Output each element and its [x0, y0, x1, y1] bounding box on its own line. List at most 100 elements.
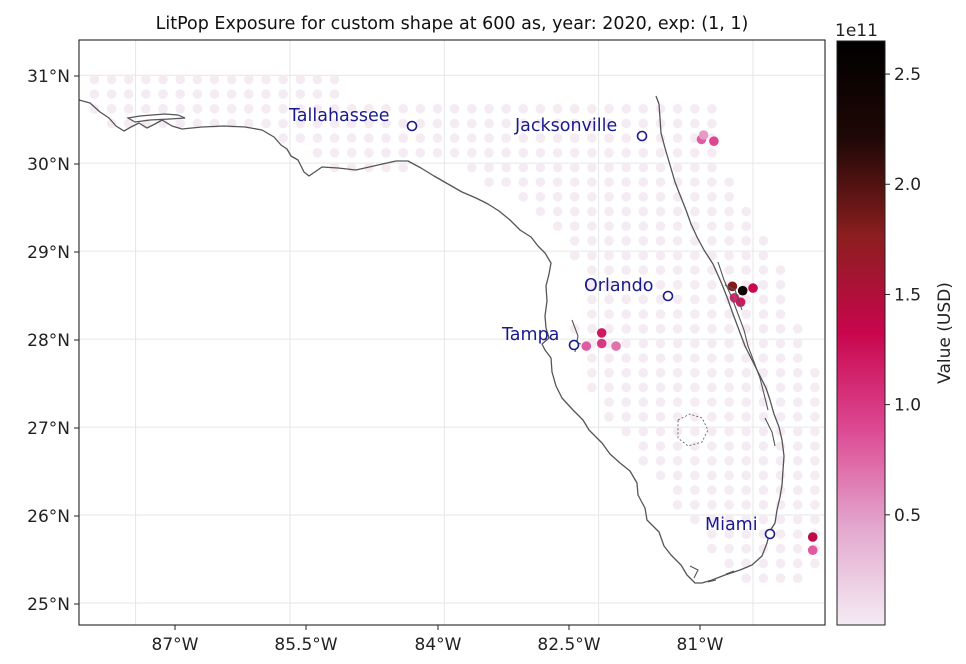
exposure-point-399: [123, 118, 134, 129]
exposure-point-466: [638, 104, 649, 114]
exposure-point-81: [655, 441, 666, 451]
exposure-point-1: [758, 573, 769, 583]
exposure-point-272: [724, 236, 734, 246]
exposure-point-279: [621, 221, 631, 231]
exposure-point-477: [192, 89, 203, 99]
exposure-point-293: [638, 206, 649, 217]
city-label-miami: Miami: [705, 515, 758, 535]
exposure-point-73: [741, 456, 751, 466]
exposure-point-475: [158, 89, 168, 99]
exposure-point-339: [569, 162, 580, 173]
exposure-point-63: [792, 470, 803, 481]
exposure-point-378: [381, 133, 391, 143]
exposure-point-441: [209, 104, 220, 114]
exposure-point-411: [329, 118, 340, 129]
exposure-point-264: [587, 236, 597, 246]
exposure-point-37: [707, 500, 717, 510]
exposure-point-118: [810, 412, 820, 422]
east-coast-lagoon: [717, 261, 776, 447]
exposure-point-468: [672, 104, 683, 114]
exposure-point-135: [604, 382, 614, 393]
exposure-point-17: [827, 544, 837, 554]
exposure-point-62: [775, 470, 786, 481]
exposure-point-170: [724, 353, 734, 363]
exposure-point-195: [672, 324, 683, 334]
exposure-point-151: [638, 368, 649, 378]
exposure-point-57: [690, 470, 700, 481]
exposure-point-327: [724, 177, 734, 187]
exposure-point-300: [518, 192, 529, 202]
exposure-point-124: [672, 397, 683, 407]
exposure-point-457: [484, 104, 494, 114]
colorbar-tick-label-3: 2.0: [894, 175, 921, 195]
exposure-point-414: [381, 118, 391, 129]
exposure-point-97: [690, 426, 700, 437]
exposure-point-288: [552, 206, 563, 217]
exposure-point-487: [106, 74, 117, 85]
exposure-point-139: [672, 382, 683, 393]
exposure-point-340: [587, 162, 597, 173]
x-axis: 87°W 85.5°W 84°W 82.5°W 81°W: [152, 625, 724, 655]
exposure-point-390: [587, 133, 597, 143]
y-tick-label-30n: 30°N: [27, 155, 70, 175]
x-tick-82-5w: 82.5°W: [537, 625, 601, 655]
exposure-point-69: [672, 456, 683, 466]
exposure-point-204: [604, 309, 614, 319]
colorbar-strip: [836, 40, 886, 626]
colorbar-tick-4: 2.5: [885, 65, 921, 85]
exposure-point-373: [295, 133, 306, 143]
exposure-point-38: [724, 500, 734, 510]
exposure-hotspot-6: [596, 338, 607, 349]
y-tick-31n: 31°N: [27, 67, 79, 87]
exposure-point-296: [690, 206, 700, 217]
city-label-tallahassee: Tallahassee: [288, 106, 390, 126]
exposure-point-240: [604, 265, 614, 275]
y-tick-25n: 25°N: [27, 595, 79, 615]
exposure-point-355: [432, 148, 443, 158]
x-tick-label-82-5w: 82.5°W: [537, 635, 600, 655]
exposure-point-49: [741, 485, 751, 495]
exposure-point-61: [758, 470, 769, 481]
exposure-point-344: [655, 162, 666, 173]
exposure-point-446: [295, 104, 306, 114]
exposure-point-395: [672, 133, 683, 143]
exposure-point-89: [792, 441, 803, 451]
exposure-point-242: [638, 265, 649, 275]
exposure-point-23: [792, 529, 803, 539]
exposure-point-186: [758, 338, 769, 349]
exposure-point-53: [810, 485, 820, 495]
exposure-point-320: [604, 177, 614, 187]
city-marker-tallahassee: [406, 120, 418, 132]
exposure-point-206: [638, 309, 649, 319]
exposure-point-261: [741, 250, 751, 261]
exposure-point-193: [638, 324, 649, 334]
exposure-point-321: [621, 177, 631, 187]
exposure-point-214: [775, 309, 786, 319]
florida-bay-islands: [571, 319, 735, 583]
exposure-point-370: [690, 148, 700, 158]
exposure-point-428: [621, 118, 631, 129]
x-tick-81w: 81°W: [677, 625, 724, 655]
city-marker-orlando: [662, 290, 674, 302]
exposure-point-381: [432, 133, 443, 143]
exposure-point-410: [312, 118, 323, 129]
exposure-point-126: [707, 397, 717, 407]
exposure-point-228: [604, 280, 614, 290]
exposure-point-377: [364, 133, 374, 143]
exposure-point-462: [569, 104, 580, 114]
exposure-point-179: [638, 338, 649, 349]
exposure-point-285: [724, 221, 734, 231]
exposure-point-408: [278, 118, 288, 129]
exposure-point-362: [552, 148, 563, 158]
exposure-point-142: [724, 382, 734, 393]
exposure-point-270: [690, 236, 700, 246]
exposure-point-105: [827, 427, 837, 437]
exposure-point-417: [432, 118, 443, 129]
exposure-point-478: [209, 89, 220, 99]
exposure-point-284: [707, 221, 717, 231]
exposure-point-361: [535, 148, 546, 158]
exposure-point-194: [655, 324, 666, 334]
exposure-point-103: [792, 426, 803, 437]
exposure-point-453: [415, 104, 426, 114]
